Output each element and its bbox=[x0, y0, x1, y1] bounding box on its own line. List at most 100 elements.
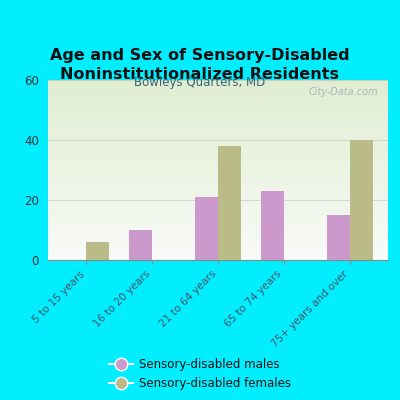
Bar bbox=[48, 100, 388, 102]
Bar bbox=[48, 220, 388, 222]
Text: City-Data.com: City-Data.com bbox=[308, 87, 378, 97]
Bar bbox=[48, 120, 388, 122]
Bar bbox=[48, 201, 388, 202]
Bar bbox=[48, 123, 388, 125]
Bar bbox=[48, 246, 388, 247]
Bar bbox=[48, 224, 388, 226]
Bar bbox=[48, 94, 388, 96]
Bar bbox=[48, 112, 388, 114]
Bar bbox=[48, 85, 388, 87]
Bar bbox=[48, 210, 388, 211]
Bar bbox=[129, 230, 152, 260]
Bar bbox=[48, 181, 388, 182]
Bar bbox=[48, 244, 388, 246]
Bar bbox=[48, 182, 388, 184]
Bar bbox=[48, 236, 388, 238]
Bar bbox=[48, 134, 388, 136]
Bar bbox=[48, 233, 388, 235]
Bar bbox=[48, 177, 388, 179]
Bar bbox=[48, 93, 388, 94]
Bar bbox=[48, 114, 388, 116]
Bar bbox=[48, 166, 388, 168]
Bar bbox=[48, 226, 388, 228]
Bar bbox=[48, 174, 388, 175]
Bar bbox=[48, 159, 388, 161]
Bar bbox=[48, 229, 388, 231]
Bar bbox=[48, 145, 388, 147]
Bar bbox=[48, 118, 388, 120]
Bar bbox=[48, 116, 388, 118]
Bar bbox=[48, 258, 388, 260]
Bar bbox=[48, 98, 388, 100]
Bar bbox=[48, 242, 388, 244]
Bar bbox=[86, 242, 110, 260]
Bar bbox=[48, 208, 388, 210]
Bar bbox=[48, 228, 388, 230]
Bar bbox=[48, 147, 388, 148]
Bar bbox=[48, 175, 388, 177]
Bar bbox=[48, 254, 388, 256]
Bar bbox=[48, 240, 388, 242]
Bar bbox=[48, 186, 388, 188]
Bar bbox=[48, 251, 388, 253]
Bar bbox=[48, 218, 388, 220]
Bar bbox=[48, 165, 388, 166]
Bar bbox=[48, 150, 388, 152]
Bar bbox=[48, 206, 388, 208]
Bar bbox=[261, 191, 284, 260]
Bar bbox=[48, 121, 388, 123]
Bar bbox=[48, 194, 388, 195]
Bar bbox=[48, 84, 388, 86]
Bar bbox=[48, 91, 388, 93]
Bar bbox=[48, 161, 388, 163]
Bar bbox=[48, 87, 388, 89]
Bar bbox=[48, 217, 388, 218]
Bar bbox=[48, 235, 388, 237]
Bar bbox=[48, 238, 388, 240]
Bar bbox=[48, 231, 388, 233]
Bar bbox=[48, 170, 388, 172]
Bar bbox=[48, 102, 388, 103]
Bar bbox=[48, 168, 388, 170]
Bar bbox=[48, 256, 388, 258]
Bar bbox=[48, 202, 388, 204]
Bar bbox=[48, 179, 388, 181]
Bar bbox=[48, 195, 388, 197]
Legend: Sensory-disabled males, Sensory-disabled females: Sensory-disabled males, Sensory-disabled… bbox=[109, 358, 291, 390]
Bar bbox=[48, 109, 388, 111]
Bar bbox=[48, 80, 388, 82]
Bar bbox=[326, 215, 350, 260]
Bar bbox=[48, 103, 388, 105]
Bar bbox=[48, 143, 388, 145]
Bar bbox=[48, 141, 388, 143]
Bar bbox=[48, 89, 388, 91]
Bar bbox=[48, 96, 388, 98]
Text: Age and Sex of Sensory-Disabled
Noninstitutionalized Residents: Age and Sex of Sensory-Disabled Noninsti… bbox=[50, 48, 350, 82]
Bar bbox=[48, 253, 388, 254]
Bar bbox=[48, 199, 388, 201]
Bar bbox=[48, 148, 388, 150]
Bar bbox=[48, 190, 388, 192]
Bar bbox=[218, 146, 241, 260]
Bar bbox=[48, 127, 388, 129]
Bar bbox=[48, 188, 388, 190]
Bar bbox=[48, 211, 388, 213]
Text: Bowleys Quarters, MD: Bowleys Quarters, MD bbox=[134, 76, 266, 89]
Bar bbox=[48, 154, 388, 156]
Bar bbox=[48, 192, 388, 194]
Bar bbox=[48, 215, 388, 217]
Bar bbox=[48, 222, 388, 224]
Bar bbox=[48, 111, 388, 112]
Bar bbox=[48, 125, 388, 127]
Bar bbox=[48, 197, 388, 199]
Bar bbox=[48, 105, 388, 107]
Bar bbox=[195, 197, 218, 260]
Bar bbox=[48, 157, 388, 159]
Bar bbox=[48, 139, 388, 141]
Bar bbox=[48, 163, 388, 165]
Bar bbox=[48, 138, 388, 140]
Bar bbox=[48, 132, 388, 134]
Bar bbox=[48, 184, 388, 186]
Bar bbox=[48, 82, 388, 84]
Bar bbox=[350, 140, 372, 260]
